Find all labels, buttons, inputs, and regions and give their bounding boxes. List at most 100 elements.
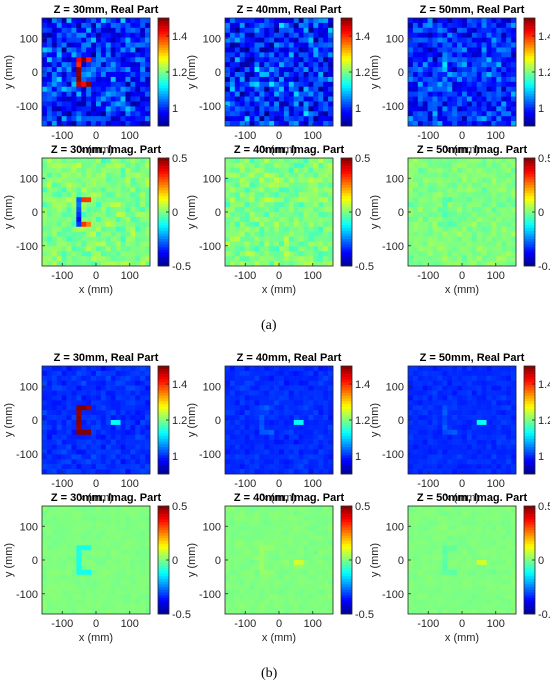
heatmap-cell [120, 251, 126, 257]
heatmap-cell [318, 390, 324, 396]
heatmap-cell [46, 182, 53, 188]
heatmap-cell [447, 207, 453, 213]
heatmap-cell [51, 221, 58, 228]
heatmap-cell [239, 366, 245, 372]
heatmap-cell [506, 96, 512, 102]
heatmap-cell [244, 162, 250, 169]
heatmap-cell [125, 246, 131, 252]
heatmap-cell [110, 454, 116, 460]
colorbar-segment [158, 225, 169, 229]
heatmap-cell [427, 18, 433, 24]
heatmap-cell [313, 42, 319, 48]
heatmap-cell [140, 429, 146, 436]
heatmap-cell [269, 177, 275, 183]
heatmap-cell [279, 32, 285, 38]
heatmap-cell [61, 439, 67, 445]
heatmap-cell [130, 405, 136, 411]
heatmap-cell [135, 459, 141, 465]
heatmap-cell [283, 67, 290, 73]
heatmap-cell [408, 62, 414, 68]
heatmap-cell [427, 42, 433, 48]
heatmap-cell [91, 429, 97, 436]
heatmap-cell [427, 202, 433, 208]
heatmap-cell [442, 67, 448, 73]
heatmap-cell [86, 57, 92, 63]
heatmap-cell [303, 42, 309, 48]
heatmap-cell [417, 67, 424, 73]
heatmap-cell [110, 57, 116, 63]
heatmap-cell [96, 444, 102, 450]
heatmap-cell [279, 207, 285, 213]
heatmap-cell [130, 167, 136, 174]
heatmap-cell [408, 410, 414, 416]
heatmap-cell [447, 182, 453, 188]
heatmap-cell [274, 111, 280, 117]
heatmap-cell [239, 216, 245, 223]
heatmap-cell [66, 216, 72, 223]
heatmap-cell [254, 385, 260, 391]
heatmap-cell [105, 202, 112, 208]
heatmap-cell [115, 221, 121, 228]
heatmap-cell [471, 251, 478, 257]
heatmap-cell [442, 197, 448, 203]
chart-title: Z = 30mm, Real Part [54, 4, 159, 16]
heatmap-cell [81, 182, 87, 188]
heatmap-cell [442, 241, 448, 247]
heatmap-cell [496, 81, 502, 88]
heatmap-cell [225, 37, 231, 43]
colorbar-segment [524, 120, 535, 124]
heatmap-cell [66, 81, 72, 88]
heatmap-cell [288, 241, 295, 247]
heatmap-cell [288, 415, 295, 421]
heatmap-cell [42, 251, 48, 257]
heatmap-cell [81, 76, 87, 83]
heatmap-cell [328, 67, 334, 73]
heatmap-cell [125, 96, 131, 102]
colorbar-segment [524, 63, 535, 67]
heatmap-cell [511, 434, 517, 440]
heatmap-cell [269, 434, 275, 440]
colorbar-segment [158, 374, 169, 378]
heatmap-cell [269, 111, 275, 117]
heatmap-cell [447, 121, 453, 127]
heatmap-cell [125, 187, 131, 193]
heatmap-cell [249, 469, 255, 475]
heatmap-cell [412, 405, 419, 411]
heatmap-cell [506, 91, 512, 97]
heatmap-cell [56, 221, 62, 228]
heatmap-cell [462, 449, 468, 455]
heatmap-cell [125, 106, 131, 112]
heatmap-cell [496, 72, 502, 78]
heatmap-cell [437, 256, 443, 262]
heatmap-cell [462, 405, 468, 411]
heatmap-cell [264, 197, 270, 203]
heatmap-cell [56, 22, 62, 29]
heatmap-cell [506, 459, 512, 465]
heatmap-cell [328, 47, 334, 53]
heatmap-cell [239, 162, 245, 169]
heatmap-cell [313, 177, 319, 183]
heatmap-cell [130, 226, 136, 232]
heatmap-cell [427, 444, 433, 450]
heatmap-cell [313, 439, 319, 445]
heatmap-cell [466, 32, 473, 38]
heatmap-cell [303, 72, 309, 78]
heatmap-cell [422, 86, 428, 92]
heatmap-cell [145, 400, 151, 406]
heatmap-cell [501, 202, 507, 208]
heatmap-cell [61, 22, 67, 29]
heatmap-cell [135, 72, 141, 78]
heatmap-cell [71, 86, 77, 92]
heatmap-cell [269, 400, 275, 406]
heatmap-cell [457, 172, 463, 178]
heatmap-cell [244, 434, 250, 440]
heatmap-cell [412, 47, 419, 53]
y-tick-label: 0 [398, 67, 404, 79]
heatmap-cell [328, 246, 334, 252]
heatmap-cell [496, 116, 502, 122]
heatmap-cell [81, 86, 87, 92]
heatmap-cell [283, 192, 290, 198]
heatmap-cell [417, 182, 424, 188]
heatmap-cell [427, 27, 433, 34]
heatmap-cell [506, 415, 512, 421]
